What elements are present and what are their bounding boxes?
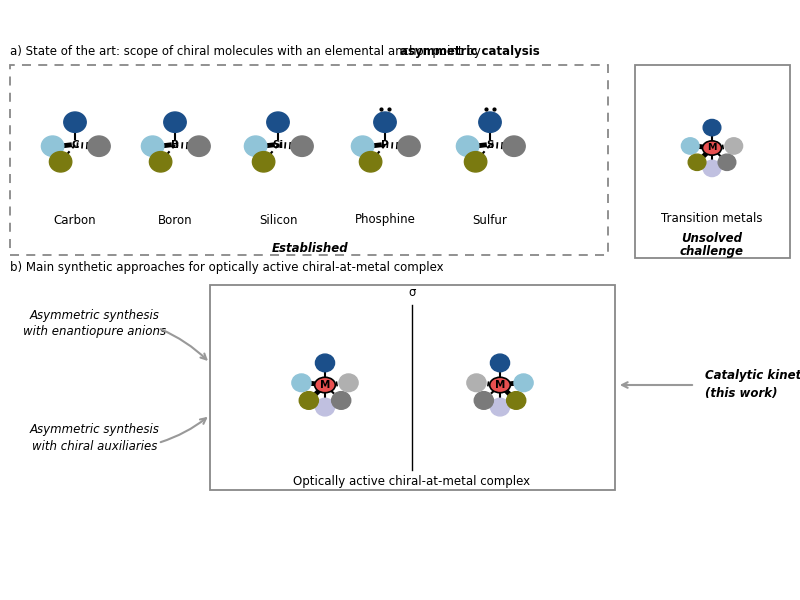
Text: Transition metals: Transition metals [662, 211, 762, 224]
Ellipse shape [398, 136, 420, 157]
Text: Unsolved: Unsolved [682, 232, 742, 245]
Text: M: M [320, 380, 330, 390]
Ellipse shape [503, 136, 526, 157]
FancyBboxPatch shape [210, 285, 615, 490]
Text: Catalytic kinetic resolution: Catalytic kinetic resolution [705, 368, 800, 382]
Text: σ: σ [408, 286, 416, 299]
Ellipse shape [374, 112, 396, 133]
FancyBboxPatch shape [10, 65, 608, 255]
Ellipse shape [292, 374, 311, 392]
Text: B: B [171, 140, 179, 150]
Ellipse shape [479, 112, 501, 133]
Ellipse shape [339, 374, 358, 392]
Text: S: S [486, 140, 494, 150]
FancyBboxPatch shape [635, 65, 790, 258]
Text: Phosphine: Phosphine [354, 214, 415, 226]
Text: a) State of the art: scope of chiral molecules with an elemental anchor point by: a) State of the art: scope of chiral mol… [10, 46, 485, 58]
Ellipse shape [164, 112, 186, 133]
Text: Si: Si [273, 140, 283, 150]
Ellipse shape [253, 152, 275, 172]
Text: P: P [381, 140, 389, 150]
Text: M: M [495, 380, 505, 390]
Ellipse shape [351, 136, 374, 157]
Text: b) Main synthetic approaches for optically active chiral-at-metal complex: b) Main synthetic approaches for optical… [10, 262, 444, 275]
Ellipse shape [490, 398, 510, 416]
Ellipse shape [267, 112, 290, 133]
Ellipse shape [332, 392, 350, 409]
Ellipse shape [514, 374, 533, 392]
Circle shape [314, 377, 335, 393]
Text: Asymmetric synthesis: Asymmetric synthesis [30, 424, 160, 437]
Ellipse shape [456, 136, 478, 157]
Ellipse shape [290, 136, 313, 157]
Ellipse shape [188, 136, 210, 157]
Ellipse shape [688, 154, 706, 170]
Ellipse shape [245, 136, 266, 157]
Text: challenge: challenge [680, 245, 744, 259]
Ellipse shape [703, 160, 721, 176]
Ellipse shape [299, 392, 318, 409]
Text: with chiral auxiliaries: with chiral auxiliaries [32, 440, 158, 454]
Circle shape [490, 377, 510, 393]
Ellipse shape [490, 354, 510, 372]
Text: Optically active chiral-at-metal complex: Optically active chiral-at-metal complex [294, 475, 530, 488]
Text: Boron: Boron [158, 214, 192, 226]
Ellipse shape [42, 136, 64, 157]
Text: Silicon: Silicon [258, 214, 298, 226]
Ellipse shape [359, 152, 382, 172]
Ellipse shape [464, 152, 486, 172]
Ellipse shape [703, 119, 721, 136]
Text: Established: Established [272, 241, 348, 254]
Text: C: C [71, 140, 79, 150]
Text: with enantiopure anions: with enantiopure anions [23, 325, 166, 338]
Ellipse shape [718, 154, 736, 170]
Ellipse shape [88, 136, 110, 157]
Ellipse shape [315, 354, 334, 372]
Text: Carbon: Carbon [54, 214, 96, 226]
Ellipse shape [506, 392, 526, 409]
Ellipse shape [50, 152, 72, 172]
Ellipse shape [725, 138, 742, 154]
Ellipse shape [150, 152, 172, 172]
Circle shape [702, 141, 722, 155]
Text: (this work): (this work) [705, 386, 778, 400]
Text: Sulfur: Sulfur [473, 214, 507, 226]
Ellipse shape [64, 112, 86, 133]
Ellipse shape [142, 136, 164, 157]
Text: Asymmetric synthesis: Asymmetric synthesis [30, 308, 160, 322]
Text: M: M [707, 143, 717, 152]
Text: asymmetric catalysis: asymmetric catalysis [401, 46, 540, 58]
Ellipse shape [682, 138, 699, 154]
Ellipse shape [467, 374, 486, 392]
Ellipse shape [315, 398, 334, 416]
Ellipse shape [474, 392, 494, 409]
